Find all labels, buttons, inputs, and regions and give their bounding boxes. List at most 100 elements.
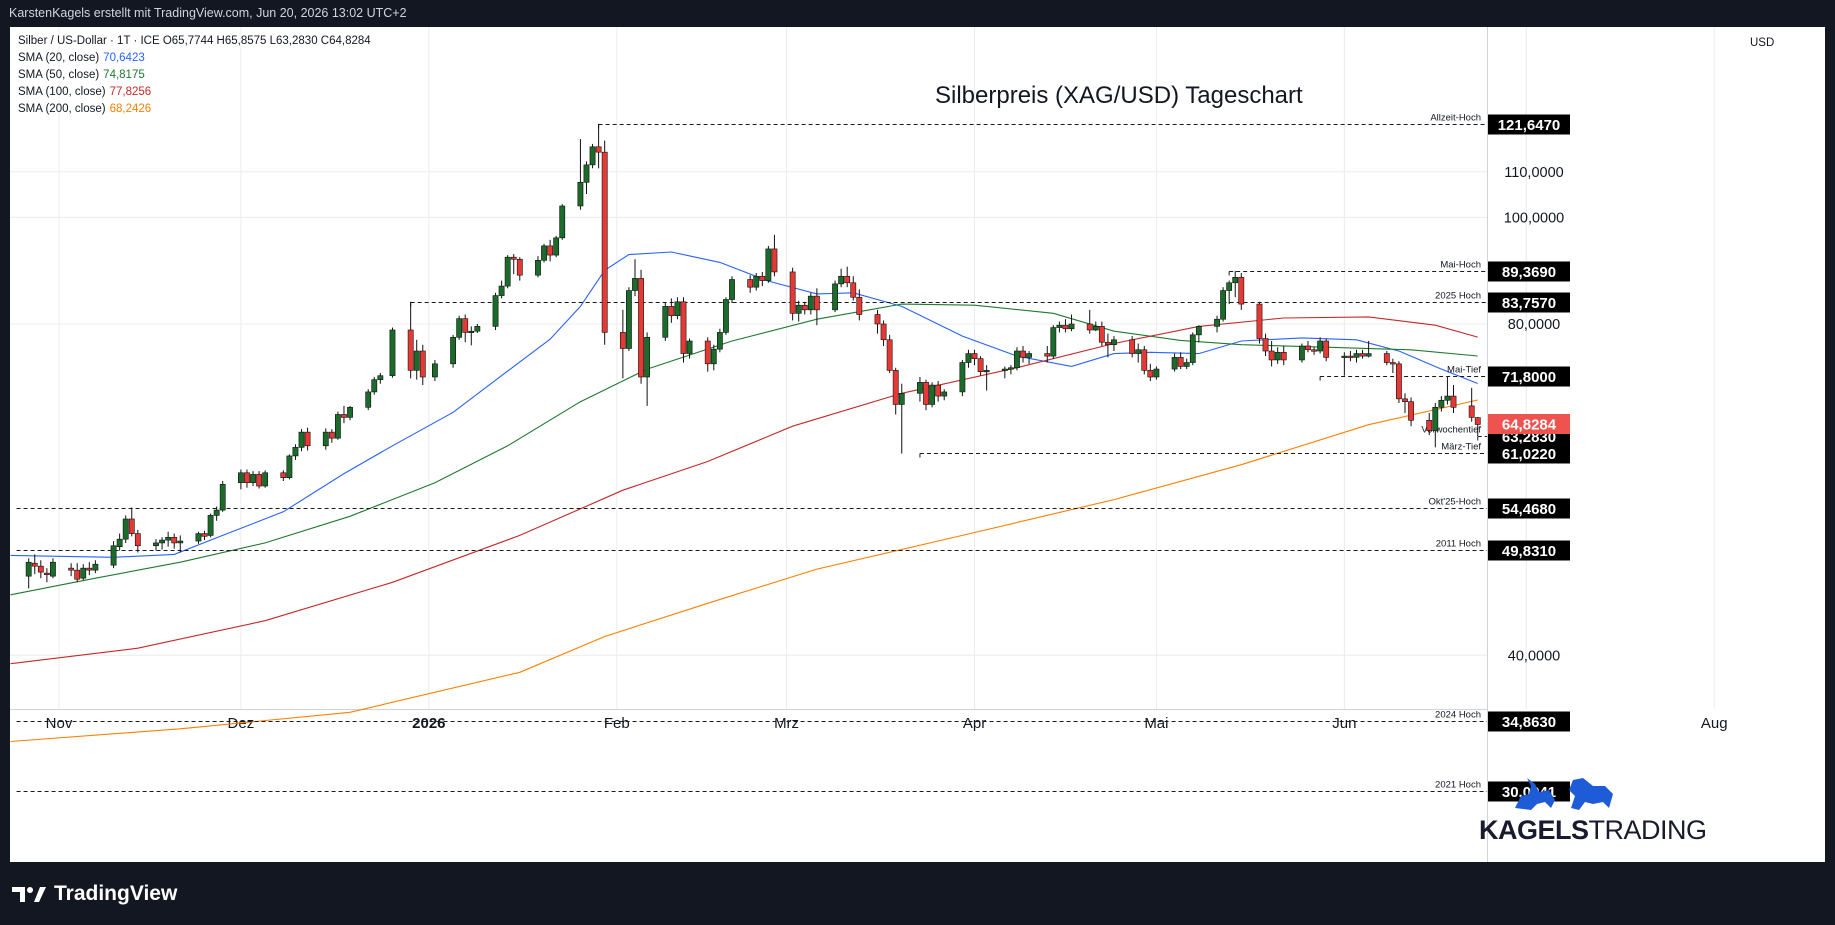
legend-sma-label: SMA (200, close) bbox=[18, 103, 106, 115]
level-label: Vorwochentief bbox=[1421, 425, 1481, 436]
level-label: 2021 Hoch bbox=[1435, 780, 1481, 791]
candle-body bbox=[1171, 357, 1178, 370]
candle-body bbox=[923, 382, 929, 405]
candle-body bbox=[535, 260, 541, 276]
candle-body bbox=[201, 533, 208, 537]
last-price-tag: 64,8284 bbox=[1502, 417, 1557, 434]
candle-body bbox=[159, 539, 165, 544]
price-tag: 83,7570 bbox=[1502, 295, 1556, 312]
legend-sma-label: SMA (100, close) bbox=[18, 86, 106, 98]
candle-body bbox=[638, 278, 644, 378]
candle-body bbox=[716, 332, 723, 350]
legend-sma-row: SMA (20, close) 70,6423 bbox=[18, 50, 371, 67]
candle-body bbox=[213, 509, 220, 516]
bull-bear-icon bbox=[1515, 778, 1613, 810]
price-axis-label: 100,0000 bbox=[1504, 210, 1564, 226]
legend-sma-value: 68,2426 bbox=[109, 103, 152, 115]
candle-body bbox=[832, 283, 838, 311]
sma-line bbox=[10, 316, 1478, 665]
candle-body bbox=[419, 350, 426, 378]
brand-suffix: TRADING bbox=[1588, 815, 1708, 845]
candle-body bbox=[589, 146, 596, 166]
candle-body bbox=[747, 279, 754, 288]
candle-body bbox=[583, 164, 590, 183]
tradingview-footer[interactable]: TradingView bbox=[12, 876, 177, 912]
candle-body bbox=[122, 518, 129, 540]
legend-sma-row: SMA (100, close) 77,8256 bbox=[18, 84, 371, 101]
sma-line bbox=[10, 399, 1478, 743]
candle-body bbox=[341, 414, 347, 418]
candle-body bbox=[807, 295, 814, 311]
candle-body bbox=[856, 296, 863, 315]
candle-body bbox=[838, 275, 845, 285]
chart-title: Silberpreis (XAG/USD) Tageschart bbox=[935, 82, 1303, 109]
candle-body bbox=[177, 540, 184, 544]
candle-body bbox=[1056, 324, 1063, 328]
candle-body bbox=[1086, 323, 1093, 331]
candle-body bbox=[771, 248, 778, 273]
candle-body bbox=[704, 340, 711, 365]
candle-body bbox=[1111, 339, 1117, 346]
candle-body bbox=[1001, 368, 1008, 371]
candle-body bbox=[498, 285, 505, 296]
candle-body bbox=[850, 282, 857, 298]
legend-sma-value: 74,8175 bbox=[103, 69, 145, 81]
candle-body bbox=[1353, 353, 1360, 358]
candle-body bbox=[153, 542, 159, 547]
tradingview-label: TradingView bbox=[54, 882, 178, 905]
legend-sma-label: SMA (20, close) bbox=[18, 52, 100, 64]
candle-body bbox=[50, 561, 56, 577]
level-label: 2025 Hoch bbox=[1435, 291, 1481, 302]
candle-body bbox=[468, 330, 475, 334]
price-axis-label: 80,0000 bbox=[1508, 317, 1560, 333]
candle-body bbox=[371, 379, 378, 393]
candle-body bbox=[328, 431, 335, 439]
price-axis-label: 110,0000 bbox=[1504, 165, 1563, 181]
last-price-tag-bg bbox=[1488, 414, 1570, 434]
level-label: März-Tief bbox=[1441, 442, 1481, 453]
candle-body bbox=[43, 572, 50, 575]
time-axis-label: Mrz bbox=[774, 715, 799, 732]
chart-panel[interactable]: NovDez2026FebMrzAprMaiJunJulAug40,000080… bbox=[10, 27, 1825, 862]
candle-body bbox=[674, 301, 681, 316]
candle-body bbox=[892, 370, 899, 405]
candle-body bbox=[298, 431, 305, 448]
candle-body bbox=[516, 258, 523, 276]
price-tag-bg bbox=[1488, 366, 1570, 387]
price-tag-bg bbox=[1488, 443, 1570, 464]
candle-body bbox=[1177, 357, 1184, 367]
price-tag: 34,8630 bbox=[1502, 714, 1556, 731]
legend-symbol: Silber / US-Dollar · 1T · ICE O65,7744 H… bbox=[18, 35, 371, 47]
candle-body bbox=[1408, 401, 1414, 421]
price-tag-bg bbox=[1488, 114, 1570, 135]
candle-body bbox=[286, 455, 293, 478]
time-axis-label: Jun bbox=[1332, 715, 1356, 732]
price-tag-bg bbox=[1488, 261, 1570, 282]
candle-body bbox=[116, 538, 123, 548]
level-label: Allzeit-Hoch bbox=[1430, 113, 1481, 124]
time-axis-label: Apr bbox=[963, 715, 986, 732]
level-label: Mai-Hoch bbox=[1440, 260, 1481, 271]
candle-body bbox=[237, 472, 244, 483]
candle-body bbox=[74, 569, 81, 580]
candle-body bbox=[1383, 353, 1390, 363]
candle-body bbox=[1402, 398, 1408, 402]
candle-body bbox=[1426, 419, 1433, 431]
price-tag: 49,8310 bbox=[1502, 543, 1556, 560]
price-chart[interactable]: NovDez2026FebMrzAprMaiJunJulAug40,000080… bbox=[10, 27, 1825, 862]
candle-body bbox=[1262, 338, 1269, 352]
candle-body bbox=[31, 562, 38, 567]
candle-body bbox=[1135, 349, 1142, 354]
candle-body bbox=[1468, 405, 1475, 418]
legend-sma-value: 70,6423 bbox=[103, 52, 145, 64]
candle-body bbox=[668, 306, 675, 316]
candle-body bbox=[965, 353, 972, 363]
price-tag-bg bbox=[1488, 498, 1570, 519]
time-axis-label: Mai bbox=[1144, 715, 1168, 732]
chart-header: KarstenKagels erstellt mit TradingView.c… bbox=[0, 0, 1835, 27]
tradingview-logo-icon bbox=[12, 887, 46, 902]
brand-logo: KAGELSTRADING bbox=[1469, 772, 1709, 845]
time-axis-label: Nov bbox=[46, 715, 73, 732]
candle-body bbox=[626, 290, 632, 349]
candle-body bbox=[462, 318, 469, 333]
